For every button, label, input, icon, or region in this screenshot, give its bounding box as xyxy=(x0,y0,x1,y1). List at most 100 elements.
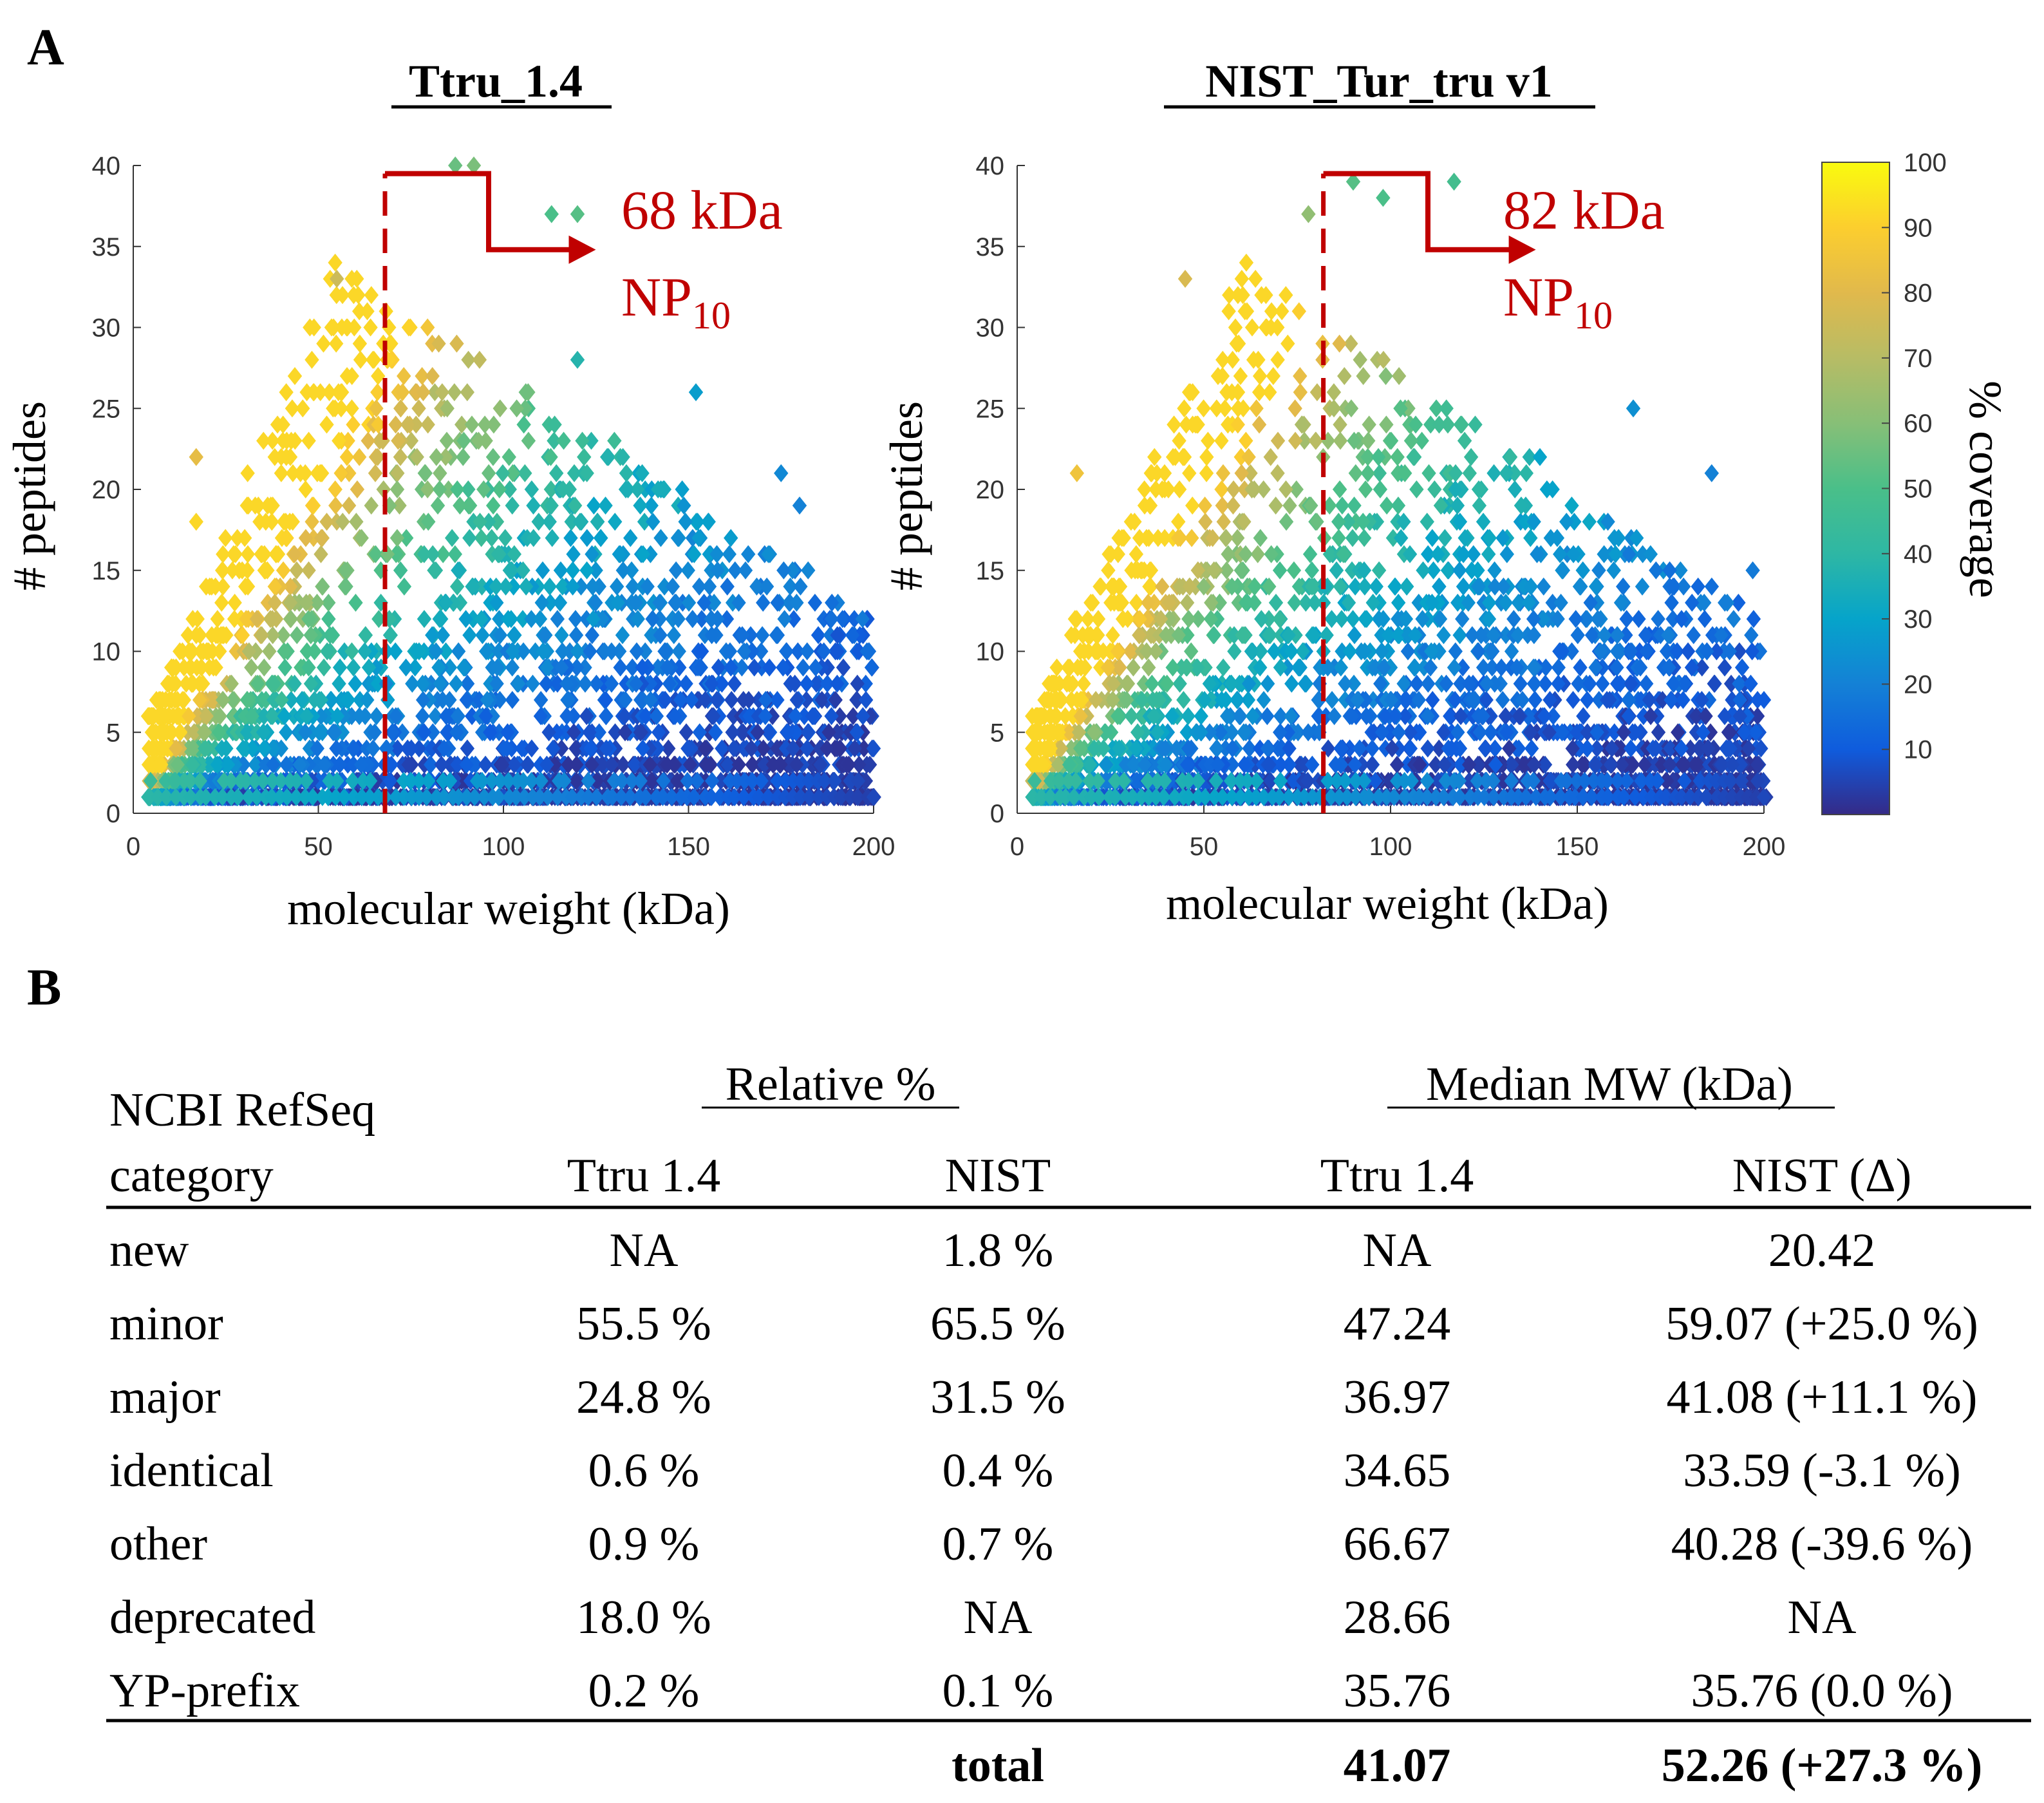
scatter-point xyxy=(230,788,245,806)
scatter-point xyxy=(630,610,645,628)
scatter-point xyxy=(1555,723,1570,742)
scatter-point xyxy=(454,415,469,434)
scatter-point xyxy=(484,529,499,547)
scatter-point xyxy=(549,464,564,482)
scatter-point xyxy=(1353,350,1367,369)
scatter-point xyxy=(339,577,353,596)
scatter-point xyxy=(554,658,569,677)
scatter-point xyxy=(415,366,429,385)
scatter-point xyxy=(811,788,827,806)
scatter-point xyxy=(464,707,480,726)
scatter-point xyxy=(1402,545,1418,563)
scatter-point xyxy=(390,464,405,482)
scatter-point xyxy=(750,723,765,742)
scatter-point xyxy=(248,496,263,515)
scatter-point xyxy=(328,723,342,742)
scatter-point xyxy=(389,545,404,563)
scatter-point xyxy=(224,674,239,693)
scatter-point xyxy=(1158,755,1174,774)
scatter-point xyxy=(398,658,413,677)
scatter-point xyxy=(144,707,158,726)
scatter-point xyxy=(1481,545,1496,563)
scatter-point xyxy=(264,788,279,806)
scatter-point xyxy=(321,610,336,628)
scatter-point xyxy=(559,723,574,742)
scatter-point xyxy=(1393,399,1408,418)
scatter-point xyxy=(852,755,867,774)
scatter-point xyxy=(1058,707,1073,726)
scatter-point xyxy=(431,658,446,677)
scatter-point xyxy=(1595,674,1610,693)
scatter-point xyxy=(411,788,427,806)
scatter-point xyxy=(1703,723,1718,742)
scatter-point xyxy=(1637,755,1652,774)
scatter-point xyxy=(346,739,361,758)
scatter-point xyxy=(420,318,435,337)
scatter-point xyxy=(390,739,405,758)
scatter-point xyxy=(388,642,403,661)
scatter-point xyxy=(1256,690,1271,709)
scatter-point xyxy=(170,755,185,774)
scatter-point xyxy=(1199,464,1214,482)
scatter-point xyxy=(554,626,569,645)
scatter-point xyxy=(1517,755,1532,774)
scatter-point xyxy=(520,755,535,774)
scatter-point xyxy=(225,690,240,709)
scatter-point xyxy=(373,594,388,612)
scatter-point xyxy=(451,788,466,806)
scatter-point xyxy=(1264,545,1279,563)
scatter-point xyxy=(1172,431,1186,450)
scatter-point xyxy=(589,771,604,790)
scatter-point xyxy=(1655,755,1669,774)
scatter-point xyxy=(802,788,817,806)
scatter-point xyxy=(450,480,465,498)
scatter-point xyxy=(293,464,308,482)
scatter-point xyxy=(317,755,332,774)
scatter-point xyxy=(779,642,794,661)
scatter-point xyxy=(441,723,456,742)
scatter-point xyxy=(585,626,599,645)
scatter-point xyxy=(1683,739,1698,758)
scatter-point xyxy=(1607,723,1622,742)
scatter-point xyxy=(1118,755,1133,774)
scatter-point xyxy=(1559,513,1574,531)
scatter-point xyxy=(858,674,873,693)
scatter-point xyxy=(1721,723,1736,742)
scatter-point xyxy=(1739,707,1755,726)
scatter-point xyxy=(393,561,408,580)
scatter-point xyxy=(1613,594,1629,612)
scatter-point xyxy=(680,561,695,580)
scatter-point xyxy=(1537,707,1552,726)
scatter-point xyxy=(600,448,615,466)
scatter-point xyxy=(793,788,808,806)
scatter-point xyxy=(525,674,540,693)
scatter-point xyxy=(349,513,364,531)
scatter-point xyxy=(384,755,399,774)
scatter-point xyxy=(1347,496,1362,515)
scatter-point xyxy=(1210,366,1226,385)
scatter-point xyxy=(212,642,227,661)
scatter-point xyxy=(423,755,438,774)
scatter-point xyxy=(539,755,554,774)
scatter-point xyxy=(1253,658,1268,677)
scatter-point xyxy=(569,658,585,677)
scatter-point xyxy=(263,610,278,628)
scatter-point xyxy=(451,707,466,726)
scatter-point xyxy=(570,350,585,369)
scatter-point xyxy=(704,771,720,790)
scatter-point xyxy=(241,788,256,806)
scatter-point xyxy=(185,755,200,774)
scatter-point xyxy=(1167,415,1181,434)
scatter-point xyxy=(1523,529,1538,547)
scatter-point xyxy=(1361,431,1376,450)
scatter-point xyxy=(617,707,632,726)
scatter-point xyxy=(1373,674,1388,693)
scatter-point xyxy=(507,545,522,563)
scatter-point xyxy=(1565,739,1580,758)
scatter-point xyxy=(297,723,313,742)
scatter-point xyxy=(326,399,341,418)
scatter-point xyxy=(1664,594,1679,612)
scatter-point xyxy=(491,788,506,806)
y-tick-label: 10 xyxy=(92,638,121,666)
